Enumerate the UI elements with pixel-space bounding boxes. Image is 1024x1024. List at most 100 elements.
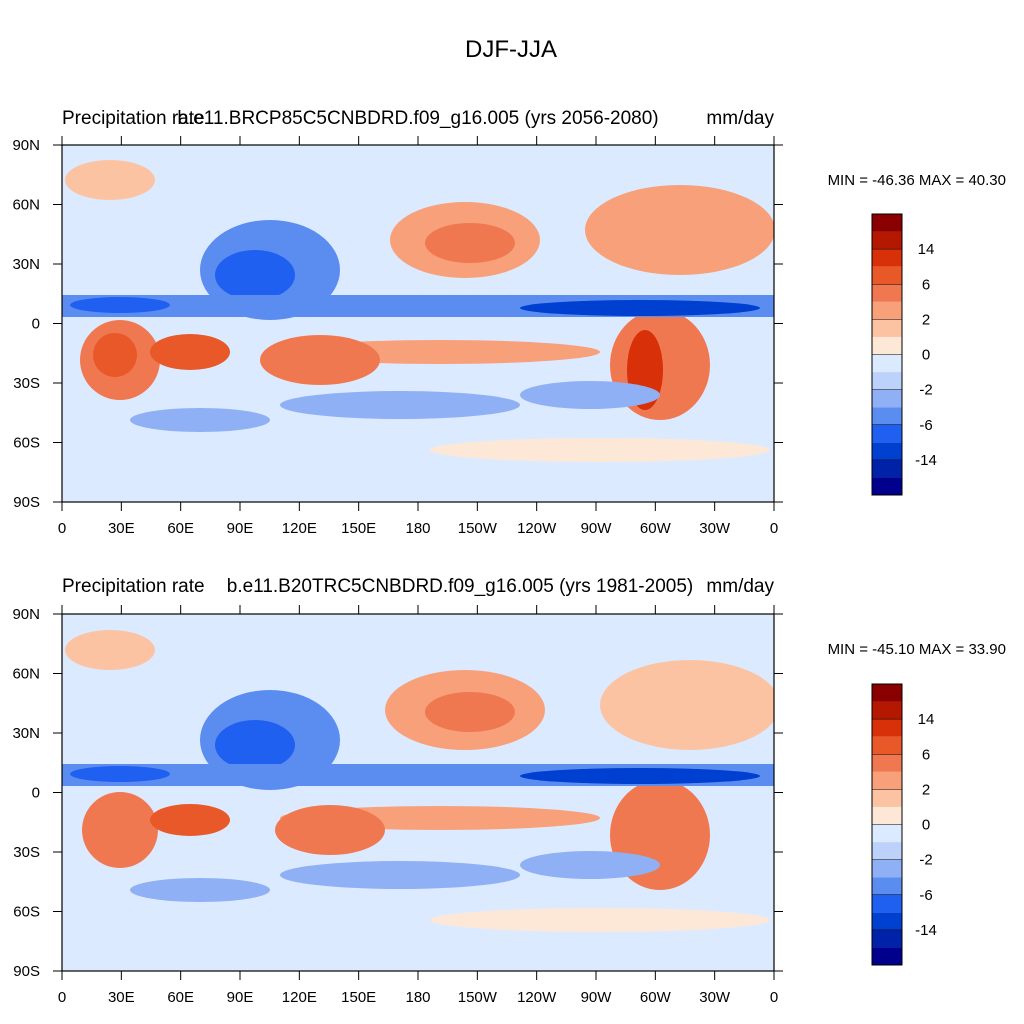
colorbar-swatch	[872, 407, 902, 425]
colorbar-swatch	[872, 354, 902, 373]
x-tick-label: 60E	[167, 989, 194, 1006]
x-tick-label: 30W	[699, 520, 731, 537]
x-tick-label: 60E	[167, 520, 194, 537]
colorbar-swatch	[872, 372, 902, 390]
colorbar-swatch	[872, 789, 902, 807]
x-tick-label: 120E	[282, 520, 317, 537]
x-tick-label: 0	[770, 989, 778, 1006]
y-tick-label: 90S	[13, 963, 40, 980]
colorbar-label: -2	[919, 382, 932, 399]
x-tick-label: 120W	[517, 989, 557, 1006]
x-tick-label: 0	[58, 520, 66, 537]
y-tick-label: 30N	[12, 725, 40, 742]
colorbar-swatch	[872, 824, 902, 843]
panel-2-right-title: mm/day	[706, 576, 774, 597]
colorbar-swatch	[872, 754, 902, 772]
colorbar-swatch	[872, 319, 902, 337]
colorbar-swatch	[872, 442, 902, 460]
x-tick-label: 0	[58, 989, 66, 1006]
colorbar-swatch	[872, 684, 902, 702]
y-tick-label: 0	[32, 316, 40, 333]
colorbar-swatch	[872, 877, 902, 895]
figure-title: DJF-JJA	[465, 36, 557, 63]
y-tick-label: 90N	[12, 606, 40, 623]
panel-2: Precipitation rate b.e11.B20TRC5CNBDRD.f…	[12, 576, 1006, 1006]
panel-1-x-axis: 0 30E 60E 90E 120E 150E 180 150W 120W 90W 60W 30W 0	[58, 136, 778, 537]
colorbar-swatch	[872, 477, 902, 495]
x-tick-label: 180	[405, 989, 430, 1006]
y-tick-label: 30S	[13, 844, 40, 861]
panel-1-colorbar: -14 -6 -2 0 2 6 14	[871, 213, 937, 496]
panel-1-map-field	[62, 145, 774, 502]
x-tick-label: 90W	[581, 520, 613, 537]
panel-2-x-axis: 0 30E 60E 90E 120E 150E 180 150W 120W 90W 60W 30W 0	[58, 605, 778, 1006]
colorbar-swatch	[872, 424, 902, 443]
x-tick-label: 150E	[341, 989, 376, 1006]
colorbar-swatch	[872, 719, 902, 737]
panel-1: Precipitation rate b.e11.BRCP85C5CNBDRD.…	[12, 108, 1006, 537]
colorbar-label: -2	[919, 852, 932, 869]
colorbar-swatch	[872, 266, 902, 285]
y-tick-label: 30S	[13, 375, 40, 392]
colorbar-swatch	[872, 301, 902, 320]
colorbar-swatch	[872, 249, 902, 267]
panel-2-y-axis: 90N 60N 30N 0 30S 60S 90S	[12, 606, 783, 980]
panel-1-y-axis: 90N 60N 30N 0 30S 60S 90S	[12, 137, 783, 511]
colorbar-label: 6	[922, 746, 930, 763]
panel-2-map-field	[62, 614, 774, 971]
panel-2-center-title: b.e11.B20TRC5CNBDRD.f09_g16.005 (yrs 198…	[227, 576, 693, 597]
x-tick-label: 180	[405, 520, 430, 537]
y-tick-label: 0	[32, 785, 40, 802]
x-tick-label: 60W	[640, 989, 672, 1006]
colorbar-label: 0	[922, 817, 930, 834]
x-tick-label: 90E	[227, 989, 254, 1006]
y-tick-label: 30N	[12, 256, 40, 273]
panel-2-colorbar: -14 -6 -2 0 2 6 14	[871, 683, 937, 966]
x-tick-label: 90W	[581, 989, 613, 1006]
x-tick-label: 120E	[282, 989, 317, 1006]
x-tick-label: 90E	[227, 520, 254, 537]
y-tick-label: 60N	[12, 197, 40, 214]
colorbar-label: 0	[922, 347, 930, 364]
colorbar-label: 2	[922, 781, 930, 798]
panel-1-stats: MIN = -46.36 MAX = 40.30	[828, 172, 1006, 189]
panel-1-left-title: Precipitation rate	[62, 108, 205, 129]
colorbar-swatch	[872, 284, 902, 302]
colorbar-swatch	[872, 947, 902, 965]
colorbar-swatch	[872, 912, 902, 930]
colorbar-label: -14	[915, 922, 937, 939]
colorbar-swatch	[872, 389, 902, 408]
x-tick-label: 120W	[517, 520, 557, 537]
colorbar-swatch	[872, 771, 902, 790]
colorbar-label: 14	[918, 241, 935, 258]
colorbar-swatch	[872, 842, 902, 860]
x-tick-label: 150W	[458, 520, 498, 537]
x-tick-label: 30E	[108, 520, 135, 537]
colorbar-swatch	[872, 929, 902, 948]
colorbar-swatch	[872, 736, 902, 755]
colorbar-label: -6	[919, 417, 932, 434]
panel-1-right-title: mm/day	[706, 108, 774, 129]
colorbar-label: 14	[918, 711, 935, 728]
panel-2-stats: MIN = -45.10 MAX = 33.90	[828, 641, 1006, 658]
y-tick-label: 90S	[13, 494, 40, 511]
x-tick-label: 150W	[458, 989, 498, 1006]
x-tick-label: 60W	[640, 520, 672, 537]
x-tick-label: 0	[770, 520, 778, 537]
colorbar-label: -6	[919, 887, 932, 904]
y-tick-label: 90N	[12, 137, 40, 154]
colorbar-swatch	[872, 231, 902, 250]
colorbar-swatch	[872, 336, 902, 355]
colorbar-label: 2	[922, 311, 930, 328]
panel-1-center-title: b.e11.BRCP85C5CNBDRD.f09_g16.005 (yrs 20…	[177, 108, 658, 129]
colorbar-swatch	[872, 894, 902, 913]
colorbar-label: -14	[915, 452, 937, 469]
y-tick-label: 60S	[13, 435, 40, 452]
x-tick-label: 150E	[341, 520, 376, 537]
x-tick-label: 30W	[699, 989, 731, 1006]
colorbar-label: 6	[922, 276, 930, 293]
colorbar-swatch	[872, 806, 902, 825]
y-tick-label: 60N	[12, 666, 40, 683]
panel-2-left-title: Precipitation rate	[62, 576, 205, 597]
colorbar-swatch	[872, 859, 902, 878]
